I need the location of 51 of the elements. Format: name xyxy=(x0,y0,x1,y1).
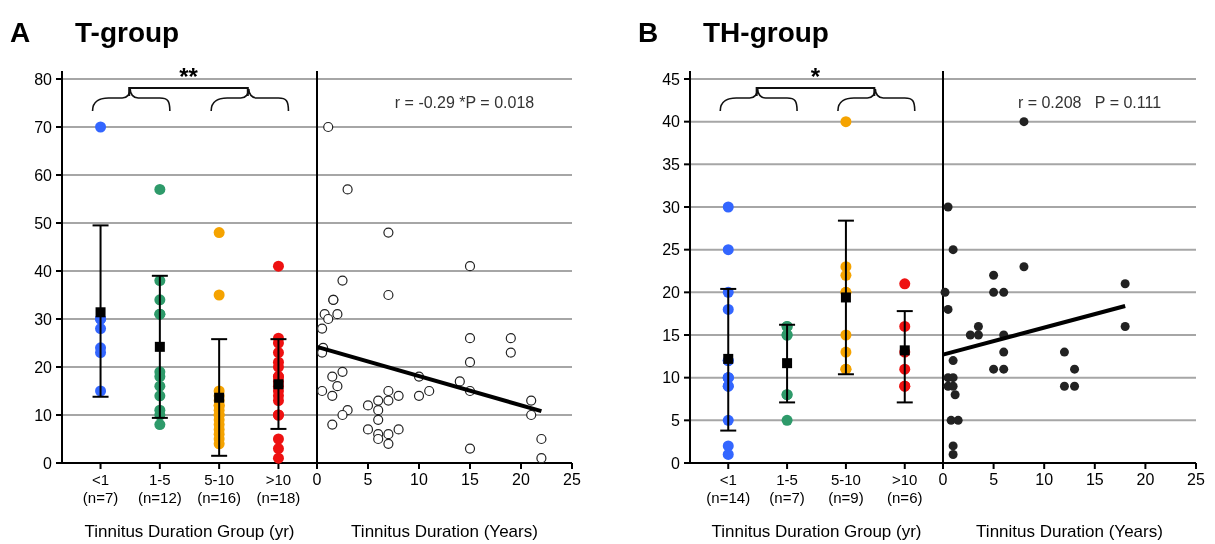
text: B xyxy=(638,17,659,48)
y-tick-label: 25 xyxy=(662,241,681,259)
x-tick-label: 15 xyxy=(461,471,479,488)
x-tick-label: 25 xyxy=(563,471,581,488)
y-tick-label: 20 xyxy=(662,283,681,301)
x-tick-label: 1-5 (n=12) xyxy=(137,471,182,506)
y-tick-label: 20 xyxy=(34,358,53,376)
y-tick-label: 10 xyxy=(34,406,53,424)
x-axis-title: Tinnitus Duration Group (yr) xyxy=(711,522,922,541)
y-tick-label: 10 xyxy=(662,369,681,387)
y-tick-label: 45 xyxy=(662,70,681,88)
y-tick-label: 35 xyxy=(662,155,681,173)
y-tick-label: 30 xyxy=(34,310,53,328)
x-tick-label: 1-5 (n=7) xyxy=(769,471,805,506)
y-tick-label: 0 xyxy=(671,454,681,472)
y-tick-label: 40 xyxy=(662,113,681,131)
annotation: r = -0.29 *P = 0.018 xyxy=(394,94,535,111)
x-tick-label: 5-10 (n=16) xyxy=(197,471,242,506)
y-tick-label: 60 xyxy=(34,166,53,184)
x-tick-label: 15 xyxy=(1085,471,1104,488)
x-tick-label: 5 xyxy=(989,471,999,488)
y-tick-label: 5 xyxy=(671,411,681,429)
y-tick-label: 30 xyxy=(662,198,681,216)
x-tick-label: <1 (n=7) xyxy=(82,471,119,506)
x-tick-label: <1 (n=14) xyxy=(706,471,751,506)
x-tick-label: 25 xyxy=(1187,471,1205,488)
annotation: ** xyxy=(179,63,199,90)
x-tick-label: 20 xyxy=(1136,471,1155,488)
y-tick-label: 80 xyxy=(34,70,53,88)
y-tick-label: 50 xyxy=(34,214,53,232)
annotation: r = 0.208 P = 0.111 xyxy=(1017,94,1162,111)
y-tick-label: 0 xyxy=(43,454,53,472)
x-tick-label: 0 xyxy=(938,471,948,488)
y-tick-label: 15 xyxy=(662,326,681,344)
x-tick-label: 5-10 (n=9) xyxy=(828,471,864,506)
x-tick-label: 5 xyxy=(363,471,373,488)
x-tick-label: >10 (n=18) xyxy=(256,471,301,506)
y-tick-label: 70 xyxy=(34,118,53,136)
x-tick-label: 0 xyxy=(312,471,322,488)
chart-title: T-group xyxy=(75,17,180,48)
x-tick-label: 10 xyxy=(1035,471,1054,488)
x-tick-label: 20 xyxy=(512,471,530,488)
x-tick-label: 10 xyxy=(410,471,428,488)
y-tick-label: 40 xyxy=(34,262,53,280)
x-tick-label: >10 (n=6) xyxy=(887,471,923,506)
x-axis-title: Tinnitus Duration (Years) xyxy=(351,522,538,541)
text: A xyxy=(10,17,31,48)
x-axis-title: Tinnitus Duration (Years) xyxy=(976,522,1163,541)
annotation: * xyxy=(810,63,821,90)
chart-title: TH-group xyxy=(703,17,829,48)
x-axis-title: Tinnitus Duration Group (yr) xyxy=(84,522,295,541)
